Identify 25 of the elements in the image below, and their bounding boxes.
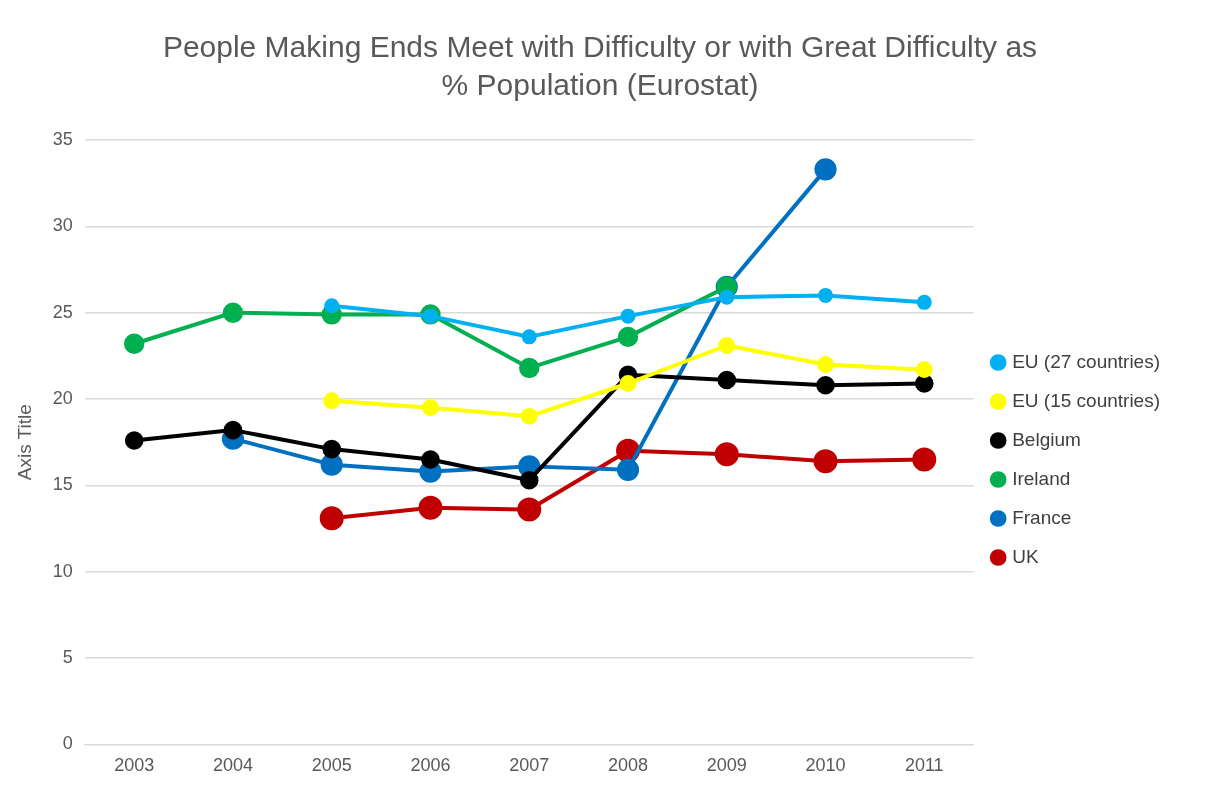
legend-label: EU (27 countries) [1012, 350, 1161, 372]
x-tick-label: 2007 [509, 755, 550, 776]
legend-label: EU (15 countries) [1012, 389, 1161, 411]
x-tick-label: 2003 [114, 755, 155, 776]
chart-title: People Making Ends Meet with Difficulty or with Great Difficulty as % Population (Eurostat) [161, 29, 1039, 103]
y-tick-label: 15 [52, 474, 73, 495]
x-tick-label: 2004 [212, 755, 253, 776]
y-tick-label: 5 [62, 647, 73, 668]
y-axis-title: Axis Title [13, 404, 35, 481]
x-tick-label: 2009 [706, 755, 747, 776]
y-tick-label: 20 [52, 388, 73, 408]
legend-label: Ireland [1012, 467, 1071, 489]
legend-label: France [1012, 506, 1072, 528]
y-tick-label: 30 [52, 215, 73, 236]
x-tick-label: 2010 [805, 755, 846, 776]
y-tick-label: 35 [52, 128, 73, 149]
legend-label: Belgium [1012, 428, 1081, 450]
y-tick-label: 25 [52, 301, 73, 322]
y-tick-label: 10 [52, 560, 73, 581]
legend-label: UK [1012, 545, 1039, 567]
x-tick-label: 2006 [410, 755, 451, 776]
x-tick-label: 2011 [904, 755, 944, 776]
y-tick-label: 0 [62, 733, 73, 754]
x-tick-label: 2008 [607, 755, 649, 776]
x-tick-label: 2005 [311, 755, 352, 776]
